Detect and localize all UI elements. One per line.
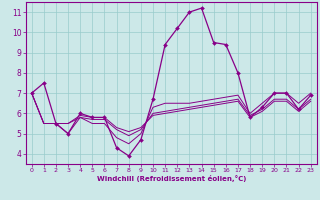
X-axis label: Windchill (Refroidissement éolien,°C): Windchill (Refroidissement éolien,°C) [97, 175, 246, 182]
